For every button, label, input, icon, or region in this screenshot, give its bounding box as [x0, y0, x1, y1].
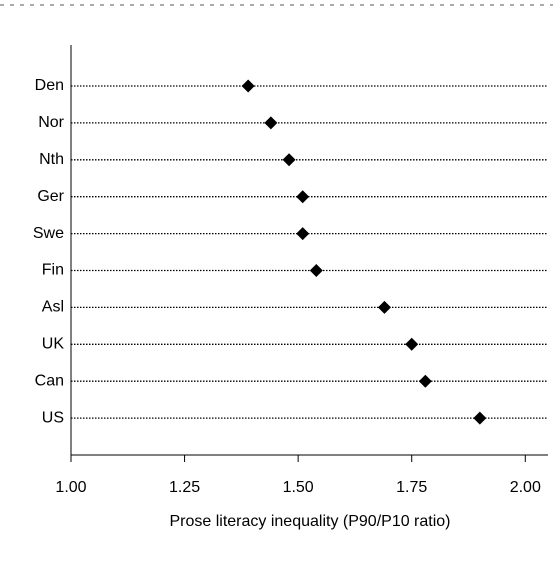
x-axis-label: Prose literacy inequality (P90/P10 ratio…	[169, 513, 450, 530]
y-tick-label: Nor	[38, 114, 64, 131]
y-tick-label: US	[42, 409, 64, 426]
dot	[418, 374, 432, 388]
dot	[282, 153, 296, 167]
y-tick-label: Ger	[37, 188, 64, 205]
dot	[377, 300, 391, 314]
dot	[296, 227, 310, 241]
y-tick-label: Fin	[42, 262, 64, 279]
x-tick-label: 1.00	[55, 479, 86, 496]
y-tick-label: Asl	[42, 299, 64, 316]
dot	[296, 190, 310, 204]
x-tick-label: 1.75	[396, 479, 427, 496]
dot	[264, 116, 278, 130]
dot	[241, 79, 255, 93]
y-tick-label: Swe	[33, 225, 64, 242]
x-tick-label: 1.50	[283, 479, 314, 496]
y-tick-label: UK	[42, 336, 65, 353]
dot	[473, 411, 487, 425]
y-tick-label: Nth	[39, 151, 64, 168]
y-tick-label: Can	[35, 372, 64, 389]
dot	[309, 264, 323, 277]
dot	[405, 337, 419, 351]
y-tick-label: Den	[35, 77, 64, 94]
x-tick-label: 2.00	[510, 479, 541, 496]
x-tick-label: 1.25	[169, 479, 200, 496]
